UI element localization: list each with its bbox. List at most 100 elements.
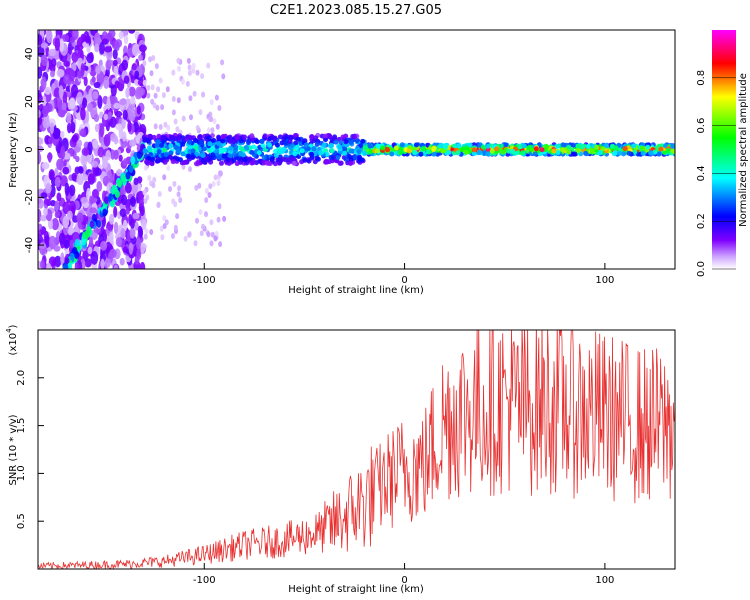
heat-blob-961 bbox=[206, 231, 211, 238]
snr-xtick-label-1: 0 bbox=[401, 575, 407, 586]
heat-blob-494 bbox=[115, 237, 123, 247]
heat-blob-986 bbox=[150, 84, 155, 91]
heat-blob-835 bbox=[128, 30, 136, 34]
heat-blob-245 bbox=[51, 218, 60, 231]
heat-blob-40 bbox=[96, 181, 103, 192]
heat-blob-964 bbox=[177, 65, 181, 72]
heat-blob-701 bbox=[61, 102, 67, 111]
heat-blob-1140 bbox=[102, 208, 108, 217]
heat-blob-903 bbox=[188, 95, 193, 102]
heat-blob-937 bbox=[204, 197, 209, 203]
heat-blob-776 bbox=[45, 262, 52, 269]
heat-blob-1839 bbox=[220, 138, 226, 144]
heat-blob-2593 bbox=[503, 142, 509, 148]
heat-blob-1292 bbox=[142, 148, 148, 154]
cb-tick-label-4: 0.8 bbox=[696, 70, 707, 86]
heat-blob-2718 bbox=[560, 147, 566, 153]
heat-blob-980 bbox=[212, 118, 217, 125]
heat-blob-966 bbox=[181, 115, 186, 122]
heat-blob-1683 bbox=[283, 157, 289, 163]
heat-blob-1054 bbox=[143, 197, 148, 204]
heat-blob-1490 bbox=[324, 151, 330, 157]
heat-blob-889 bbox=[130, 196, 136, 207]
snr-xtick-label-0: -100 bbox=[193, 575, 216, 586]
heat-blob-1141 bbox=[120, 174, 126, 183]
heat-blob-755 bbox=[129, 227, 136, 239]
heat-blob-1156 bbox=[89, 220, 95, 229]
heat-blob-1163 bbox=[67, 262, 73, 269]
heat-blob-1835 bbox=[182, 137, 188, 142]
heat-blob-787 bbox=[56, 158, 65, 171]
heat-blob-1052 bbox=[160, 234, 165, 241]
heat-blob-853 bbox=[38, 93, 43, 104]
heat-blob-2742 bbox=[418, 151, 424, 157]
heat-blob-2679 bbox=[575, 143, 581, 149]
heat-blob-2723 bbox=[413, 142, 419, 148]
heat-blob-762 bbox=[40, 54, 48, 67]
heat-blob-1811 bbox=[207, 156, 213, 162]
heat-blob-899 bbox=[122, 109, 128, 121]
heat-blob-728 bbox=[90, 160, 99, 168]
heat-blob-1865 bbox=[303, 142, 309, 148]
heat-blob-990 bbox=[221, 73, 226, 80]
multiplier-close: ) bbox=[8, 324, 19, 328]
snr-xlabel: Height of straight line (km) bbox=[288, 584, 424, 595]
heat-blob-1742 bbox=[146, 145, 152, 151]
heat-blob-1771 bbox=[351, 134, 357, 140]
heat-blob-779 bbox=[138, 44, 147, 53]
heat-blob-923 bbox=[206, 127, 211, 134]
heat-blob-773 bbox=[49, 122, 55, 135]
heat-blob-1696 bbox=[226, 137, 232, 143]
heat-blob-989 bbox=[195, 125, 200, 131]
heat-blob-456 bbox=[82, 174, 89, 181]
heat-blob-719 bbox=[92, 139, 99, 150]
heat-blob-895 bbox=[69, 36, 75, 43]
heat-blob-1806 bbox=[142, 136, 148, 142]
heat-blob-1013 bbox=[158, 77, 163, 84]
heat-blob-1056 bbox=[207, 192, 212, 198]
heat-blob-2725 bbox=[670, 143, 675, 149]
heat-blob-916 bbox=[149, 229, 154, 235]
heat-blob-1014 bbox=[156, 86, 161, 93]
heat-blob-2769 bbox=[393, 145, 399, 151]
heat-blob-893 bbox=[100, 240, 108, 251]
heat-blob-846 bbox=[107, 111, 113, 120]
colorbar-ticks: 0.0 0.2 0.4 0.6 0.8 bbox=[696, 70, 736, 277]
heat-blob-1050 bbox=[209, 116, 214, 123]
heat-blob-1744 bbox=[292, 151, 298, 157]
heat-blob-1852 bbox=[254, 139, 260, 145]
heat-blob-1012 bbox=[209, 219, 214, 226]
heat-blob-1826 bbox=[161, 135, 167, 141]
heat-blob-2752 bbox=[533, 146, 539, 152]
heat-blob-896 bbox=[127, 120, 132, 133]
heat-blob-1029 bbox=[214, 230, 219, 237]
heat-blob-1854 bbox=[225, 157, 231, 163]
heat-blob-850 bbox=[69, 184, 76, 197]
spectrogram-xlabel: Height of straight line (km) bbox=[288, 285, 424, 296]
heat-blob-1800 bbox=[170, 159, 176, 165]
heat-blob-984 bbox=[155, 104, 160, 111]
heat-blob-1637 bbox=[343, 156, 349, 162]
heat-blob-472 bbox=[91, 76, 96, 83]
heat-blob-767 bbox=[45, 183, 52, 194]
heat-blob-1757 bbox=[187, 135, 193, 140]
heat-blob-865 bbox=[94, 167, 102, 176]
heat-blob-1447 bbox=[355, 138, 361, 144]
heat-blob-834 bbox=[58, 232, 66, 245]
heat-blob-1675 bbox=[309, 151, 315, 157]
heat-blob-2726 bbox=[485, 143, 491, 149]
heat-blob-1160 bbox=[136, 151, 142, 160]
heat-blob-2761 bbox=[412, 149, 418, 155]
heat-blob-759 bbox=[87, 173, 95, 185]
heat-blob-1851 bbox=[147, 133, 153, 139]
heat-blob-780 bbox=[108, 213, 115, 225]
heat-blob-1863 bbox=[175, 156, 181, 162]
heat-blob-2676 bbox=[670, 148, 675, 154]
heat-blob-2705 bbox=[471, 147, 477, 153]
heat-blob-2766 bbox=[506, 148, 512, 154]
heat-blob-1775 bbox=[210, 146, 215, 152]
heat-blob-628 bbox=[128, 139, 137, 147]
heat-blob-2746 bbox=[622, 146, 628, 152]
heat-blob-1023 bbox=[176, 57, 181, 64]
heat-blob-1044 bbox=[173, 224, 178, 231]
